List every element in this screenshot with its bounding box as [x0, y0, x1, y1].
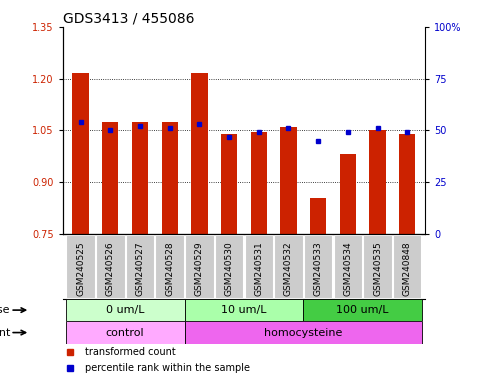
- FancyBboxPatch shape: [244, 235, 273, 298]
- Text: 100 um/L: 100 um/L: [337, 305, 389, 315]
- Text: transformed count: transformed count: [85, 347, 175, 357]
- FancyBboxPatch shape: [156, 235, 184, 298]
- Text: 0 um/L: 0 um/L: [106, 305, 144, 315]
- FancyBboxPatch shape: [363, 235, 392, 298]
- Text: homocysteine: homocysteine: [264, 328, 342, 338]
- Text: dose: dose: [0, 305, 10, 315]
- Text: GSM240533: GSM240533: [313, 242, 323, 296]
- Bar: [185, 321, 422, 344]
- Bar: [72, 73, 89, 234]
- Text: GSM240530: GSM240530: [225, 242, 234, 296]
- Text: 10 um/L: 10 um/L: [221, 305, 267, 315]
- Bar: [66, 321, 185, 344]
- Text: GSM240527: GSM240527: [136, 242, 144, 296]
- Text: GSM240525: GSM240525: [76, 242, 85, 296]
- FancyBboxPatch shape: [274, 235, 303, 298]
- Bar: [102, 122, 118, 234]
- Text: percentile rank within the sample: percentile rank within the sample: [85, 363, 250, 373]
- Text: agent: agent: [0, 328, 10, 338]
- Bar: [303, 299, 422, 321]
- Text: GDS3413 / 455086: GDS3413 / 455086: [63, 12, 194, 26]
- Bar: [66, 299, 185, 321]
- FancyBboxPatch shape: [304, 235, 332, 298]
- Bar: [185, 299, 303, 321]
- Text: GSM240532: GSM240532: [284, 242, 293, 296]
- FancyBboxPatch shape: [334, 235, 362, 298]
- FancyBboxPatch shape: [66, 235, 95, 298]
- Bar: [340, 154, 356, 234]
- Text: GSM240531: GSM240531: [254, 242, 263, 296]
- Bar: [399, 134, 415, 234]
- Text: GSM240535: GSM240535: [373, 242, 382, 296]
- Bar: [221, 134, 237, 234]
- Bar: [280, 127, 297, 234]
- Bar: [310, 198, 327, 234]
- Bar: [191, 73, 208, 234]
- Text: GSM240848: GSM240848: [403, 242, 412, 296]
- FancyBboxPatch shape: [215, 235, 243, 298]
- FancyBboxPatch shape: [126, 235, 154, 298]
- Bar: [369, 130, 386, 234]
- FancyBboxPatch shape: [185, 235, 213, 298]
- Text: GSM240534: GSM240534: [343, 242, 352, 296]
- Bar: [132, 122, 148, 234]
- Text: GSM240529: GSM240529: [195, 242, 204, 296]
- FancyBboxPatch shape: [96, 235, 125, 298]
- FancyBboxPatch shape: [393, 235, 422, 298]
- Text: GSM240528: GSM240528: [165, 242, 174, 296]
- Bar: [161, 122, 178, 234]
- Text: GSM240526: GSM240526: [106, 242, 115, 296]
- Bar: [251, 132, 267, 234]
- Text: control: control: [106, 328, 144, 338]
